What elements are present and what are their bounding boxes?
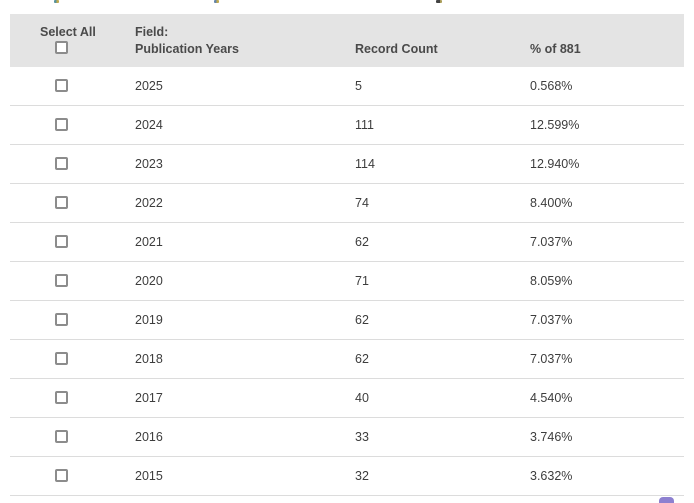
- table-row: 2021 62 7.037%: [10, 223, 684, 262]
- year-cell: 2021: [135, 235, 163, 249]
- row-checkbox[interactable]: [55, 352, 68, 365]
- percent-cell: 8.059%: [530, 274, 573, 288]
- table-row: 2017 40 4.540%: [10, 379, 684, 418]
- column-header-record-count: Record Count: [355, 42, 438, 56]
- row-checkbox[interactable]: [55, 391, 68, 404]
- table-row: 2024 111 12.599%: [10, 106, 684, 145]
- row-checkbox[interactable]: [55, 235, 68, 248]
- percent-cell: 7.037%: [530, 235, 573, 249]
- year-cell: 2020: [135, 274, 163, 288]
- table-row: 2022 74 8.400%: [10, 184, 684, 223]
- row-checkbox[interactable]: [55, 79, 68, 92]
- year-cell: 2017: [135, 391, 163, 405]
- table-row: 2018 62 7.037%: [10, 340, 684, 379]
- record-count-cell: 114: [355, 157, 375, 171]
- percent-cell: 7.037%: [530, 313, 573, 327]
- table-body: 2025 5 0.568% 2024 111 12.599% 2023 114 …: [10, 67, 684, 496]
- record-count-cell: 32: [355, 469, 369, 483]
- cropped-text-fragment: [214, 0, 219, 3]
- table-row: 2015 32 3.632%: [10, 457, 684, 496]
- select-all-label: Select All: [40, 25, 96, 39]
- record-count-cell: 62: [355, 313, 369, 327]
- cropped-text-fragment: [436, 0, 442, 3]
- percent-cell: 3.632%: [530, 469, 573, 483]
- record-count-cell: 74: [355, 196, 369, 210]
- percent-cell: 3.746%: [530, 430, 573, 444]
- percent-cell: 4.540%: [530, 391, 573, 405]
- percent-cell: 12.599%: [530, 118, 580, 132]
- row-checkbox[interactable]: [55, 274, 68, 287]
- year-cell: 2016: [135, 430, 163, 444]
- record-count-cell: 33: [355, 430, 369, 444]
- record-count-cell: 71: [355, 274, 369, 288]
- percent-cell: 0.568%: [530, 79, 573, 93]
- percent-cell: 12.940%: [530, 157, 580, 171]
- field-label: Field:: [135, 25, 169, 39]
- row-checkbox[interactable]: [55, 469, 68, 482]
- cropped-text-fragment: [54, 0, 59, 3]
- year-cell: 2015: [135, 469, 163, 483]
- row-checkbox[interactable]: [55, 313, 68, 326]
- percent-cell: 7.037%: [530, 352, 573, 366]
- row-checkbox[interactable]: [55, 196, 68, 209]
- record-count-cell: 5: [355, 79, 362, 93]
- row-checkbox[interactable]: [55, 118, 68, 131]
- record-count-cell: 62: [355, 352, 369, 366]
- record-count-cell: 62: [355, 235, 369, 249]
- table-row: 2019 62 7.037%: [10, 301, 684, 340]
- row-checkbox[interactable]: [55, 157, 68, 170]
- field-value-publication-years: Publication Years: [135, 42, 239, 56]
- table-row: 2020 71 8.059%: [10, 262, 684, 301]
- table-header-row: Select All Field: Publication Years Reco…: [10, 14, 684, 67]
- year-cell: 2018: [135, 352, 163, 366]
- record-count-cell: 40: [355, 391, 369, 405]
- year-cell: 2025: [135, 79, 163, 93]
- table-row: 2025 5 0.568%: [10, 67, 684, 106]
- year-cell: 2019: [135, 313, 163, 327]
- table-row: 2016 33 3.746%: [10, 418, 684, 457]
- percent-cell: 8.400%: [530, 196, 573, 210]
- table-row: 2023 114 12.940%: [10, 145, 684, 184]
- record-count-cell: 111: [355, 118, 375, 132]
- year-cell: 2022: [135, 196, 163, 210]
- year-cell: 2023: [135, 157, 163, 171]
- cropped-purple-element: [659, 497, 674, 503]
- column-header-percent: % of 881: [530, 42, 581, 56]
- publication-years-table: Select All Field: Publication Years Reco…: [10, 14, 684, 496]
- year-cell: 2024: [135, 118, 163, 132]
- select-all-checkbox[interactable]: [55, 41, 68, 54]
- row-checkbox[interactable]: [55, 430, 68, 443]
